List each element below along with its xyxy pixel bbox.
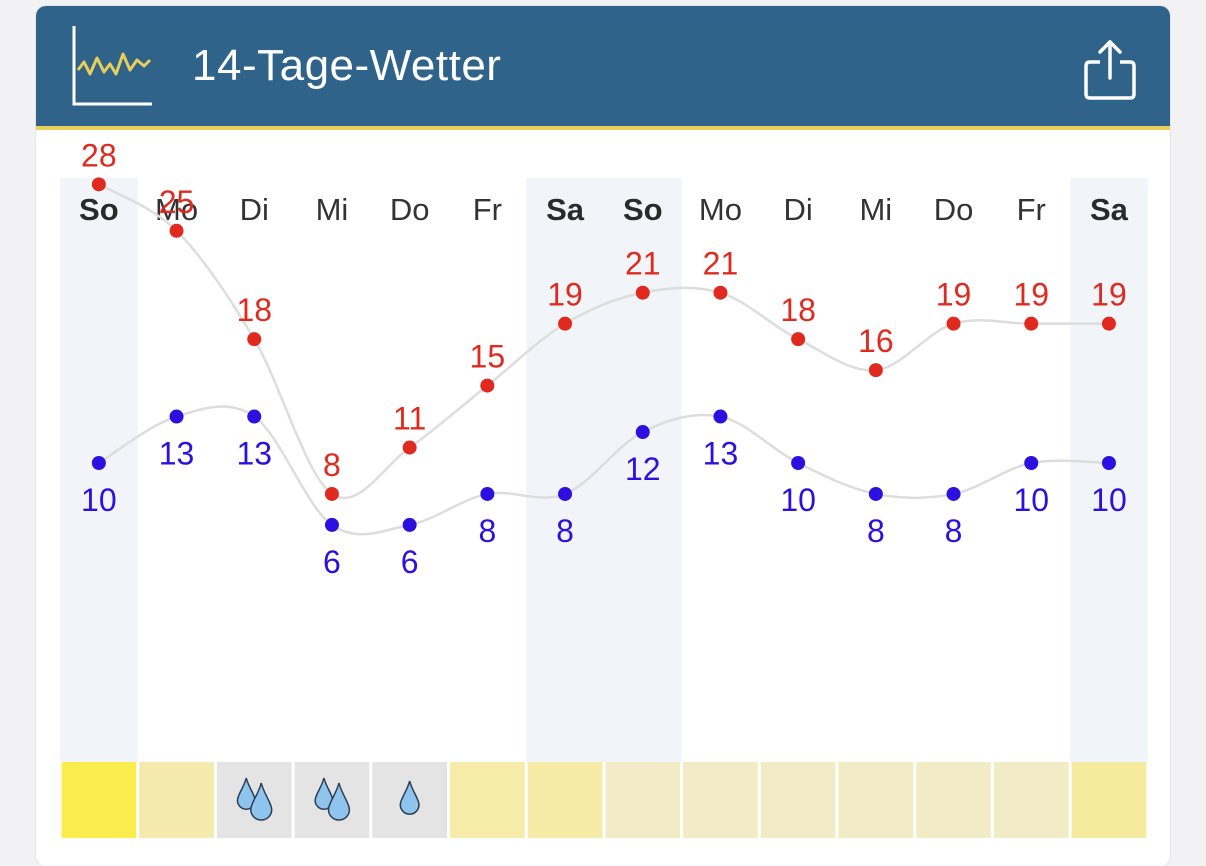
card-header: 14-Tage-Wetter	[36, 6, 1170, 130]
day-label: So	[623, 192, 663, 227]
max-temperature-point	[946, 316, 961, 331]
max-temperature-point	[480, 378, 495, 393]
weather-cell	[605, 762, 681, 838]
rain-light-icon	[399, 780, 420, 815]
max-temperature-label: 21	[703, 246, 739, 282]
min-temperature-point	[946, 486, 961, 501]
weather-cell	[838, 762, 914, 838]
max-temperature-label: 19	[547, 277, 583, 313]
min-temperature-point	[247, 409, 262, 424]
day-label: Fr	[1017, 192, 1046, 227]
day-label: Mi	[859, 192, 892, 227]
min-temperature-label: 6	[323, 544, 341, 580]
max-temperature-label: 21	[625, 246, 661, 282]
day-label: Sa	[1090, 192, 1129, 227]
day-label: Mi	[316, 192, 349, 227]
min-temperature-point	[402, 517, 417, 532]
max-temperature-label: 19	[1013, 277, 1049, 313]
max-temperature-point	[169, 223, 184, 238]
weather-cell	[993, 762, 1069, 838]
weather-cell	[760, 762, 836, 838]
max-temperature-point	[324, 486, 339, 501]
weather-cell	[1071, 762, 1147, 838]
max-temperature-label: 19	[936, 277, 972, 313]
weather-cell	[527, 762, 603, 838]
weather-card: 14-Tage-Wetter So Mo Di Mi Do Fr Sa So Mo Di Mi Do F…	[36, 6, 1170, 866]
day-label: Mo	[699, 192, 742, 227]
min-temperature-point	[558, 486, 573, 501]
max-temperature-label: 19	[1091, 277, 1127, 313]
max-temperature-point	[247, 332, 262, 347]
day-label: Fr	[473, 192, 502, 227]
page-title: 14-Tage-Wetter	[192, 41, 502, 90]
weather-cell	[683, 762, 758, 838]
day-label: Di	[784, 192, 813, 227]
weather-cell	[450, 762, 525, 838]
min-temperature-line	[98, 405, 1109, 536]
min-temperature-label: 10	[1091, 482, 1127, 518]
weekend-column	[603, 178, 682, 762]
day-label: Mo	[155, 192, 198, 227]
max-temperature-point	[91, 177, 106, 192]
rain-heavy-icon	[314, 777, 334, 810]
min-temperature-label: 8	[478, 513, 496, 549]
line-chart-icon	[72, 26, 152, 106]
day-label: Do	[390, 192, 430, 227]
max-temperature-label: 8	[323, 447, 341, 483]
temperature-chart: So Mo Di Mi Do Fr Sa So Mo Di Mi Do Fr Sa 28 25 18 8 11 15 1…	[60, 137, 1148, 838]
max-temperature-label: 16	[858, 323, 894, 359]
weekend-column	[526, 178, 604, 762]
min-temperature-label: 6	[401, 544, 419, 580]
min-temperature-label: 8	[867, 513, 885, 549]
day-label: So	[79, 192, 119, 227]
weather-cell	[139, 762, 214, 838]
min-temperature-point	[1024, 456, 1039, 470]
min-temperature-label: 10	[780, 482, 816, 518]
min-temperature-label: 8	[945, 513, 963, 549]
min-temperature-label: 10	[81, 482, 117, 518]
max-temperature-point	[402, 440, 417, 455]
max-temperature-point	[1101, 316, 1116, 331]
min-temperature-point	[91, 456, 106, 470]
max-temperature-label: 15	[470, 339, 506, 375]
max-temperature-point	[1024, 316, 1039, 331]
min-temperature-point	[324, 517, 339, 532]
min-temperature-label: 10	[1013, 482, 1049, 518]
min-temperature-label: 13	[236, 436, 272, 472]
weather-cell	[916, 762, 991, 838]
min-temperature-label: 12	[625, 451, 661, 487]
max-temperature-point	[635, 285, 650, 300]
min-temperature-label: 8	[556, 513, 574, 549]
day-label: Di	[240, 192, 269, 227]
max-temperature-point	[868, 363, 883, 378]
max-temperature-point	[558, 316, 573, 331]
weather-cell	[61, 762, 137, 838]
max-temperature-label: 18	[780, 292, 816, 328]
min-temperature-label: 13	[703, 436, 739, 472]
max-temperature-label: 11	[393, 401, 426, 437]
rain-heavy-icon	[327, 782, 351, 821]
max-temperature-point	[713, 285, 728, 300]
day-label: Sa	[546, 192, 585, 227]
max-temperature-label: 18	[236, 292, 272, 328]
min-temperature-point	[791, 456, 806, 470]
share-icon[interactable]	[1082, 36, 1138, 102]
rain-heavy-icon	[250, 782, 273, 821]
rain-heavy-icon	[236, 777, 256, 810]
min-temperature-point	[480, 486, 495, 501]
day-label: Do	[934, 192, 974, 227]
min-temperature-point	[713, 409, 728, 424]
max-temperature-label: 25	[159, 184, 195, 220]
min-temperature-point	[1101, 456, 1116, 470]
min-temperature-point	[169, 409, 184, 424]
min-temperature-label: 13	[159, 436, 195, 472]
min-temperature-point	[868, 486, 883, 501]
max-temperature-point	[791, 332, 806, 347]
min-temperature-point	[635, 425, 650, 440]
max-temperature-label: 28	[81, 137, 117, 173]
